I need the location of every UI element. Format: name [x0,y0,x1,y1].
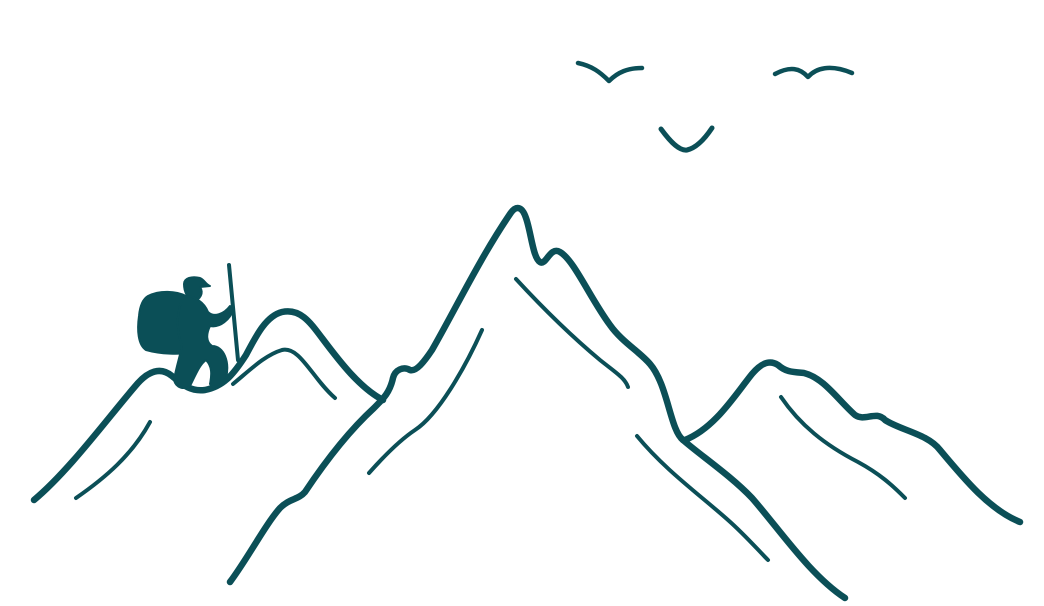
central-peak-shading-lower [635,434,770,562]
central-peak-left-ridge [226,204,687,586]
central-peak-shading-right [514,277,630,389]
central-peak [226,204,849,602]
hiker [137,263,240,389]
birds-group [575,60,855,153]
hiker-body [173,295,235,389]
right-mountain-shading [779,395,907,500]
left-hill-shading-2 [231,347,337,400]
bird-right [772,65,855,80]
right-mountain-ridge [681,359,1024,526]
backpack [137,290,192,355]
trekking-pole [227,263,240,362]
right-mountain [681,359,1024,526]
bird-middle [658,125,715,153]
left-hill-shading-1 [74,420,152,500]
central-peak-shading-left [367,328,484,475]
bird-left [575,60,645,84]
central-peak-right-ridge [679,436,849,602]
